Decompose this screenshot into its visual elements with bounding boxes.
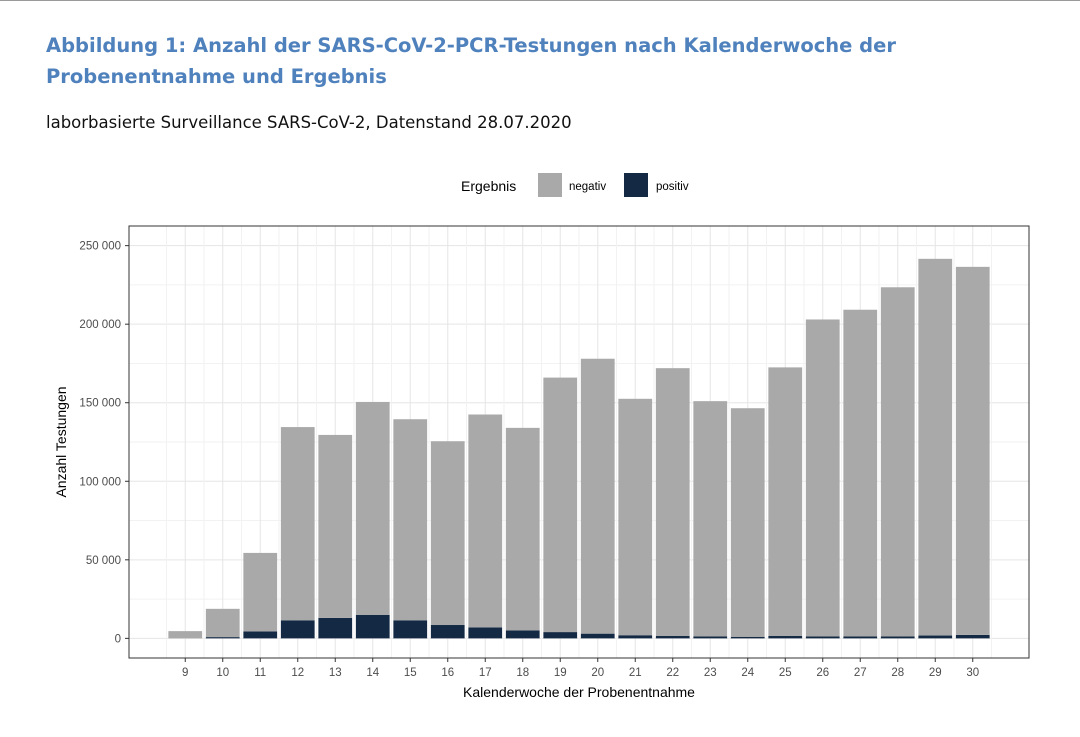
x-axis: 9 10 11 12 13 14 15 16 17 18 19 20 21 22 23 24 25 26 27 28 2…	[182, 658, 979, 679]
bar-negativ-kw16	[430, 441, 465, 626]
x-tick-label: 29	[929, 667, 942, 679]
y-tick-label: 200 000	[79, 319, 121, 331]
bar-positiv-kw18	[505, 630, 540, 639]
x-tick-label: 21	[629, 667, 642, 679]
x-tick-label: 26	[816, 667, 829, 679]
x-tick-label: 24	[741, 667, 754, 679]
x-tick-label: 17	[479, 667, 492, 679]
bar-positiv-kw22	[655, 636, 690, 639]
bar-positiv-kw30	[955, 634, 990, 639]
bar-positiv-kw14	[355, 614, 390, 639]
y-tick-label: 0	[115, 633, 121, 645]
bar-negativ-kw27	[843, 309, 878, 637]
bar-positiv-kw26	[805, 636, 840, 639]
y-tick-label: 50 000	[86, 555, 121, 567]
top-rule	[0, 0, 1080, 1]
x-tick-label: 9	[182, 667, 188, 679]
bar-negativ-kw23	[693, 401, 728, 637]
bar-negativ-kw20	[580, 358, 615, 634]
bar-negativ-kw14	[355, 401, 390, 615]
x-tick-label: 28	[891, 667, 904, 679]
bar-positiv-kw19	[543, 632, 578, 639]
x-tick-label: 15	[404, 667, 417, 679]
bar-negativ-kw11	[243, 552, 278, 632]
bar-marks	[168, 258, 990, 639]
x-axis-label: Kalenderwoche der Probenentnahme	[463, 684, 695, 700]
bar-negativ-kw29	[918, 258, 953, 636]
legend-title: Ergebnis	[461, 178, 516, 194]
x-tick-label: 10	[216, 667, 229, 679]
bar-positiv-kw27	[843, 636, 878, 639]
bar-positiv-kw16	[430, 625, 465, 639]
legend-key-positiv	[624, 173, 648, 197]
bar-negativ-kw24	[730, 408, 765, 637]
x-tick-label: 22	[666, 667, 679, 679]
x-tick-label: 23	[704, 667, 717, 679]
bar-negativ-kw19	[543, 377, 578, 633]
bar-negativ-kw12	[280, 427, 315, 621]
y-tick-label: 150 000	[79, 398, 121, 410]
x-tick-label: 25	[779, 667, 792, 679]
bar-negativ-kw13	[318, 434, 353, 618]
bar-negativ-kw21	[618, 398, 653, 636]
bar-negativ-kw30	[955, 266, 990, 635]
y-tick-label: 100 000	[79, 476, 121, 488]
bar-positiv-kw17	[468, 627, 503, 639]
page-subtitle: laborbasierte Surveillance SARS-CoV-2, D…	[46, 113, 572, 132]
x-tick-label: 30	[966, 667, 979, 679]
page-title: Abbildung 1: Anzahl der SARS-CoV-2-PCR-T…	[46, 34, 896, 88]
bar-positiv-kw21	[618, 635, 653, 639]
x-tick-label: 14	[366, 667, 379, 679]
x-tick-label: 16	[441, 667, 454, 679]
bar-negativ-kw10	[205, 608, 240, 638]
bar-positiv-kw24	[730, 636, 765, 639]
x-tick-label: 20	[591, 667, 604, 679]
bar-positiv-kw23	[693, 636, 728, 639]
x-tick-label: 27	[854, 667, 867, 679]
legend-key-negativ	[538, 173, 562, 197]
legend-label-positiv: positiv	[656, 181, 689, 193]
stacked-bar-chart: 0 50 000 100 000 150 000 200 000 250 000 9 10 1…	[53, 173, 1030, 700]
bar-positiv-kw25	[768, 636, 803, 639]
legend-label-negativ: negativ	[569, 181, 606, 193]
bar-positiv-kw28	[880, 636, 915, 639]
bar-negativ-kw18	[505, 427, 540, 631]
x-tick-label: 18	[516, 667, 529, 679]
bar-negativ-kw15	[393, 419, 428, 621]
x-tick-label: 12	[291, 667, 304, 679]
x-tick-label: 19	[554, 667, 567, 679]
y-axis: 0 50 000 100 000 150 000 200 000 250 000	[79, 241, 129, 645]
plot-panel-border	[128, 225, 1030, 659]
bar-negativ-kw26	[805, 319, 840, 637]
bar-positiv-kw15	[393, 620, 428, 639]
bar-positiv-kw20	[580, 633, 615, 639]
bar-negativ-kw17	[468, 414, 503, 628]
bar-positiv-kw10	[205, 637, 240, 639]
bar-negativ-kw28	[880, 287, 915, 637]
x-tick-label: 13	[329, 667, 342, 679]
y-tick-label: 250 000	[79, 241, 121, 253]
legend: Ergebnis negativ positiv	[461, 173, 689, 197]
bar-negativ-kw22	[655, 368, 690, 637]
bar-positiv-kw13	[318, 617, 353, 639]
bar-negativ-kw25	[768, 367, 803, 637]
x-tick-label: 11	[254, 667, 266, 679]
bar-positiv-kw29	[918, 635, 953, 639]
bar-negativ-kw9	[168, 631, 203, 639]
bar-positiv-kw12	[280, 620, 315, 639]
y-axis-label: Anzahl Testungen	[53, 386, 69, 497]
bar-positiv-kw11	[243, 631, 278, 639]
